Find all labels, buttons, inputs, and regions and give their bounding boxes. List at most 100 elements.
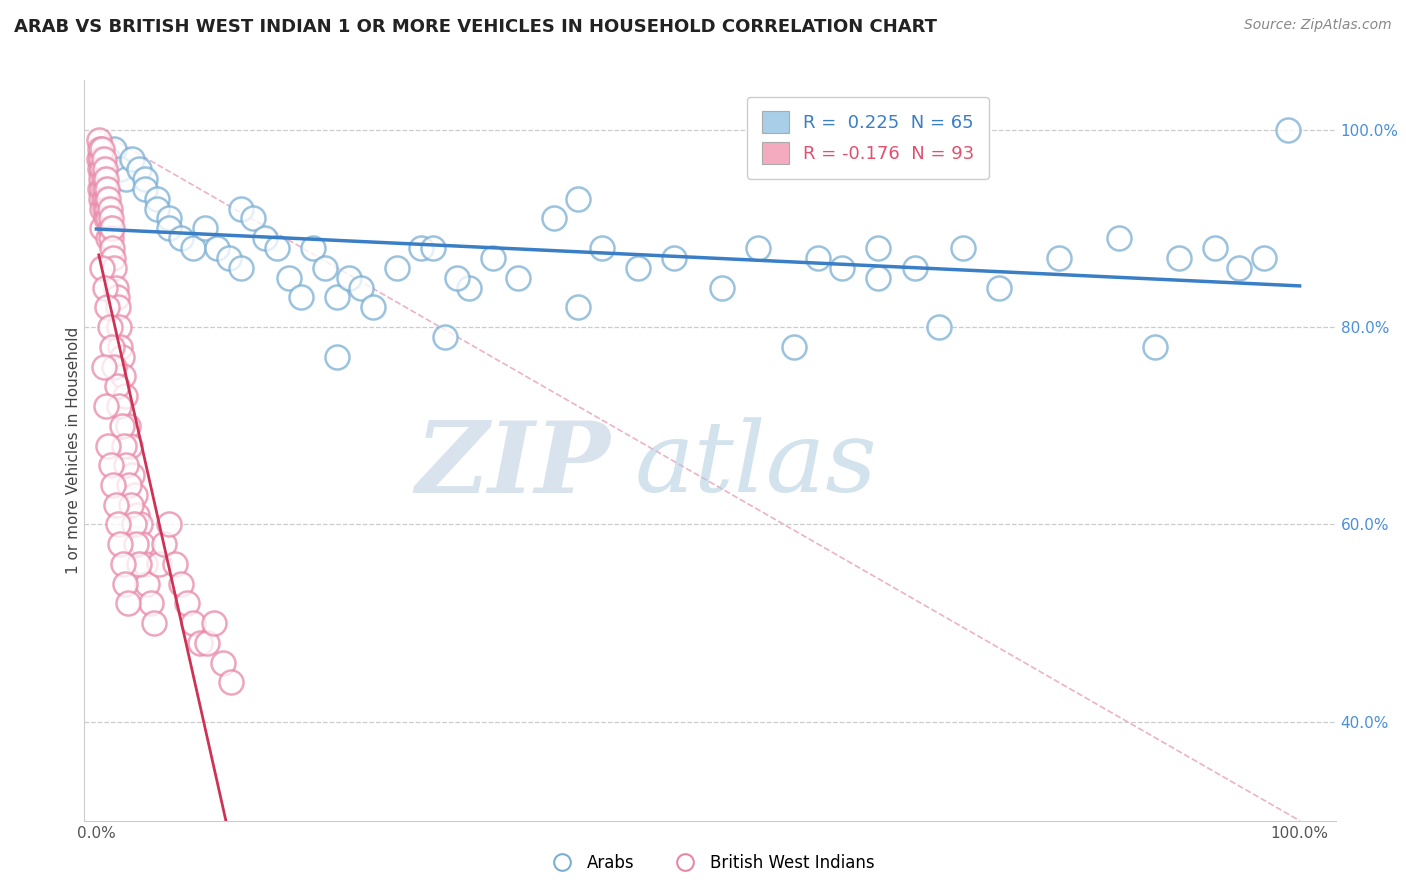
Point <box>103 359 125 374</box>
Point <box>446 270 468 285</box>
Point <box>157 517 180 532</box>
Point <box>868 241 890 255</box>
Point <box>94 192 117 206</box>
Point <box>139 597 162 611</box>
Point <box>127 508 149 522</box>
Point <box>115 458 138 473</box>
Point <box>121 468 143 483</box>
Point <box>122 517 145 532</box>
Point <box>87 153 110 167</box>
Point <box>277 270 299 285</box>
Point <box>96 182 118 196</box>
Point <box>94 172 117 186</box>
Point <box>928 320 950 334</box>
Point <box>90 153 112 167</box>
Point <box>591 241 613 255</box>
Point <box>350 280 373 294</box>
Point <box>96 202 118 216</box>
Point <box>91 162 114 177</box>
Point <box>169 231 191 245</box>
Point <box>411 241 433 255</box>
Point <box>1047 251 1070 265</box>
Point <box>117 418 139 433</box>
Point <box>422 241 444 255</box>
Point <box>97 192 120 206</box>
Point <box>111 418 134 433</box>
Point <box>98 221 121 235</box>
Point <box>131 537 153 551</box>
Point <box>567 301 589 315</box>
Point <box>121 153 143 167</box>
Point <box>188 636 211 650</box>
Point <box>104 498 127 512</box>
Point <box>105 290 128 304</box>
Text: ZIP: ZIP <box>415 417 610 514</box>
Text: ARAB VS BRITISH WEST INDIAN 1 OR MORE VEHICLES IN HOUSEHOLD CORRELATION CHART: ARAB VS BRITISH WEST INDIAN 1 OR MORE VE… <box>14 18 936 36</box>
Point <box>567 192 589 206</box>
Point <box>128 517 150 532</box>
Point <box>89 162 111 177</box>
Point <box>114 576 136 591</box>
Point <box>89 182 111 196</box>
Point <box>100 231 122 245</box>
Point <box>103 251 125 265</box>
Point <box>89 142 111 156</box>
Point <box>290 290 312 304</box>
Point <box>114 389 136 403</box>
Point <box>125 537 148 551</box>
Point <box>145 202 167 216</box>
Point <box>434 330 457 344</box>
Point <box>117 597 139 611</box>
Point <box>101 221 124 235</box>
Point <box>100 458 122 473</box>
Point <box>1277 122 1299 136</box>
Point <box>87 132 110 146</box>
Point <box>94 202 117 216</box>
Point <box>482 251 505 265</box>
Point <box>143 616 166 631</box>
Point <box>202 616 225 631</box>
Point <box>111 369 134 384</box>
Point <box>94 162 117 177</box>
Point <box>135 576 157 591</box>
Point <box>97 438 120 452</box>
Point <box>112 438 135 452</box>
Point <box>868 270 890 285</box>
Point <box>831 260 853 275</box>
Point <box>458 280 481 294</box>
Point <box>104 280 127 294</box>
Point <box>98 320 121 334</box>
Point <box>93 153 115 167</box>
Point <box>211 656 233 670</box>
Point <box>807 251 830 265</box>
Point <box>627 260 650 275</box>
Point <box>163 557 186 571</box>
Point <box>987 280 1010 294</box>
Point <box>194 221 217 235</box>
Point <box>103 260 125 275</box>
Text: atlas: atlas <box>636 417 877 513</box>
Point <box>326 350 349 364</box>
Point <box>107 517 129 532</box>
Point <box>101 241 124 255</box>
Legend: Arabs, British West Indians: Arabs, British West Indians <box>538 847 882 879</box>
Point <box>115 172 138 186</box>
Point <box>128 162 150 177</box>
Point <box>952 241 974 255</box>
Point <box>101 340 124 354</box>
Point <box>110 537 132 551</box>
Point <box>385 260 409 275</box>
Point <box>145 192 167 206</box>
Point <box>91 260 114 275</box>
Point <box>181 616 204 631</box>
Point <box>783 340 806 354</box>
Point <box>747 241 769 255</box>
Point <box>1204 241 1226 255</box>
Point <box>94 211 117 226</box>
Point <box>361 301 384 315</box>
Point <box>93 192 115 206</box>
Point <box>543 211 565 226</box>
Point <box>662 251 685 265</box>
Text: Source: ZipAtlas.com: Source: ZipAtlas.com <box>1244 18 1392 32</box>
Point <box>219 675 242 690</box>
